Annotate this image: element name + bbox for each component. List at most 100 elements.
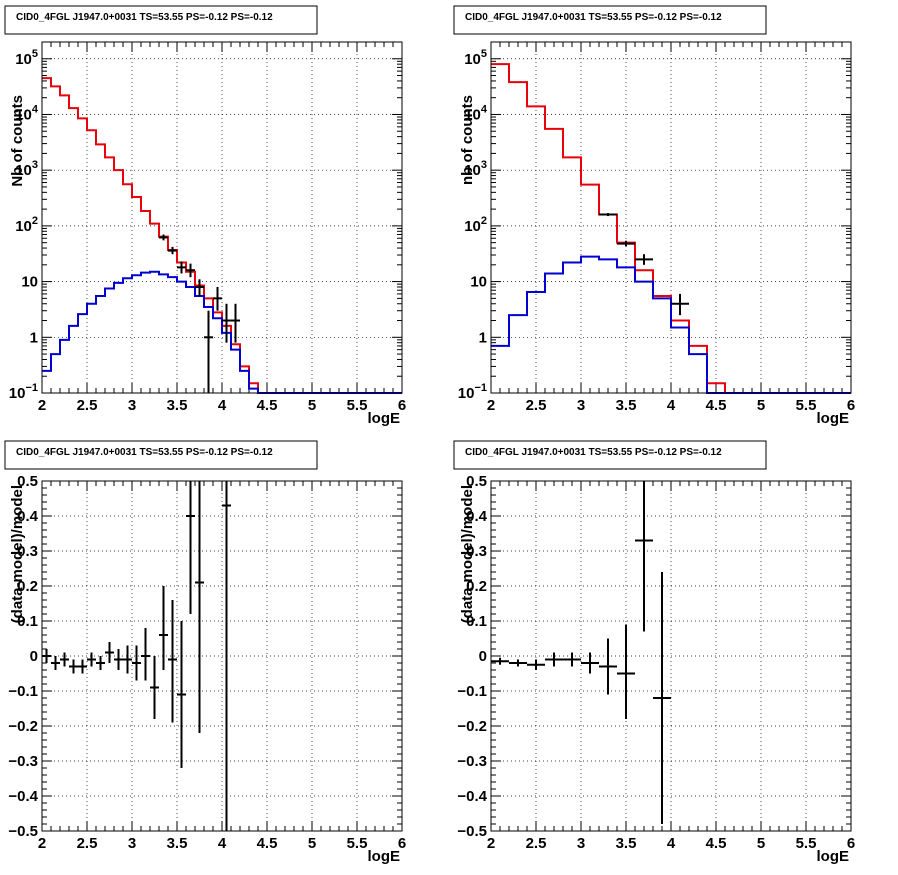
y-tick-label: 104 [15, 103, 39, 123]
y-tick-label: 103 [464, 159, 487, 179]
x-tick-label: 4 [667, 397, 676, 414]
x-tick-label: 4 [218, 397, 227, 414]
x-tick-label: 4 [218, 835, 227, 852]
x-tick-label: 5.5 [796, 835, 817, 852]
x-tick-label: 5 [757, 397, 765, 414]
y-tick-label: 10−1 [458, 382, 487, 402]
series-line-source-model [491, 255, 851, 394]
y-tick-label: 102 [15, 215, 38, 235]
y-tick-label: 0.1 [17, 613, 38, 630]
y-tick-label: 10 [470, 274, 487, 291]
y-tick-label: −0.1 [457, 683, 487, 700]
chart-panel-4: 2 2.5 3 3.5 4 4.5 5 5.5 6 −0.5 −0.4 −0.3 −0.2 −0.1 0 0.… [453, 440, 855, 865]
x-tick-label: 3.5 [167, 835, 188, 852]
y-axis-label: nb of counts [459, 95, 476, 185]
y-tick-label: −0.2 [8, 718, 38, 735]
x-tick-label: 6 [398, 835, 406, 852]
x-axis-label: logE [368, 410, 401, 427]
x-tick-label: 2.5 [77, 835, 98, 852]
x-tick-label: 6 [847, 397, 855, 414]
x-tick-label: 3 [577, 397, 585, 414]
x-axis-label: logE [817, 848, 850, 865]
x-tick-label: 4.5 [257, 835, 278, 852]
x-tick-label: 2.5 [77, 397, 98, 414]
x-tick-label: 2 [487, 397, 495, 414]
chart-panel-1: 2 2.5 3 3.5 4 4.5 5 5.5 6 10−1 1 10 102 103 104 105 logE… [4, 5, 406, 427]
x-tick-label: 5.5 [347, 835, 368, 852]
chart-title: CID0_4FGL J1947.0+0031 TS=53.55 PS=-0.12… [465, 12, 722, 23]
x-tick-label: 4 [667, 835, 676, 852]
x-tick-label: 2 [38, 397, 46, 414]
y-tick-label: 0 [479, 648, 487, 665]
y-tick-label: 0.4 [466, 508, 488, 525]
x-tick-label: 2 [487, 835, 495, 852]
series-line-total-model [42, 77, 402, 394]
title-box [4, 440, 318, 470]
x-axis-label: logE [368, 848, 401, 865]
x-tick-label: 6 [398, 397, 406, 414]
y-tick-label: 0.3 [466, 543, 487, 560]
x-tick-label: 2.5 [526, 397, 547, 414]
title-box [453, 5, 767, 35]
chart-title: CID0_4FGL J1947.0+0031 TS=53.55 PS=-0.12… [16, 12, 273, 23]
x-tick-label: 2.5 [526, 835, 547, 852]
y-tick-label: 10−1 [9, 382, 38, 402]
y-tick-label: −0.4 [457, 788, 487, 805]
y-tick-label: 104 [464, 103, 488, 123]
x-tick-label: 6 [847, 835, 855, 852]
chart-panel-3: 2 2.5 3 3.5 4 4.5 5 5.5 6 −0.5 −0.4 −0.3 −0.2 −0.1 0 0.… [4, 440, 406, 865]
y-tick-label: 0.2 [466, 578, 487, 595]
y-tick-label: 1 [479, 329, 487, 346]
x-tick-label: 3 [128, 397, 136, 414]
y-tick-label: 105 [15, 48, 38, 68]
y-axis-label: (data-model)/model [459, 485, 476, 623]
y-axis-label: Nb of counts [9, 95, 26, 187]
y-tick-label: 10 [21, 274, 38, 291]
title-box [4, 5, 318, 35]
x-tick-label: 3 [577, 835, 585, 852]
x-tick-label: 5 [757, 835, 765, 852]
chart-title: CID0_4FGL J1947.0+0031 TS=53.55 PS=-0.12… [16, 447, 273, 458]
x-axis-label: logE [817, 410, 850, 427]
x-tick-label: 4.5 [257, 397, 278, 414]
y-tick-label: 0.5 [17, 473, 38, 490]
plot-frame [41, 480, 403, 832]
chart-panel-2: 2 2.5 3 3.5 4 4.5 5 5.5 6 10−1 1 10 102 103 104 105 logE… [453, 5, 855, 427]
y-tick-label: 1 [30, 329, 38, 346]
x-tick-label: 3.5 [167, 397, 188, 414]
y-tick-label: −0.4 [8, 788, 38, 805]
x-tick-label: 4.5 [706, 835, 727, 852]
y-tick-label: −0.3 [457, 753, 487, 770]
x-tick-label: 3.5 [616, 397, 637, 414]
y-tick-label: −0.3 [8, 753, 38, 770]
x-tick-label: 5 [308, 397, 316, 414]
x-tick-label: 5.5 [796, 397, 817, 414]
plot-frame [41, 41, 403, 394]
y-tick-label: −0.2 [457, 718, 487, 735]
plot-frame [490, 480, 852, 832]
series-line-total-model [491, 63, 851, 394]
y-axis-label: (data-model)/model [9, 485, 26, 623]
y-tick-label: 103 [15, 159, 38, 179]
x-tick-label: 3.5 [616, 835, 637, 852]
y-tick-label: 0.2 [17, 578, 38, 595]
y-tick-label: 0 [30, 648, 38, 665]
title-box [453, 440, 767, 470]
x-tick-label: 3 [128, 835, 136, 852]
y-tick-label: 0.3 [17, 543, 38, 560]
plot-frame [490, 41, 852, 394]
y-tick-label: −0.1 [8, 683, 38, 700]
chart-title: CID0_4FGL J1947.0+0031 TS=53.55 PS=-0.12… [465, 447, 722, 458]
y-tick-label: −0.5 [8, 823, 38, 840]
y-tick-label: −0.5 [457, 823, 487, 840]
x-tick-label: 2 [38, 835, 46, 852]
y-tick-label: 0.5 [466, 473, 487, 490]
y-tick-label: 0.1 [466, 613, 487, 630]
y-tick-label: 102 [464, 215, 487, 235]
y-tick-label: 0.4 [17, 508, 39, 525]
x-tick-label: 4.5 [706, 397, 727, 414]
y-tick-label: 105 [464, 48, 487, 68]
x-tick-label: 5.5 [347, 397, 368, 414]
x-tick-label: 5 [308, 835, 316, 852]
